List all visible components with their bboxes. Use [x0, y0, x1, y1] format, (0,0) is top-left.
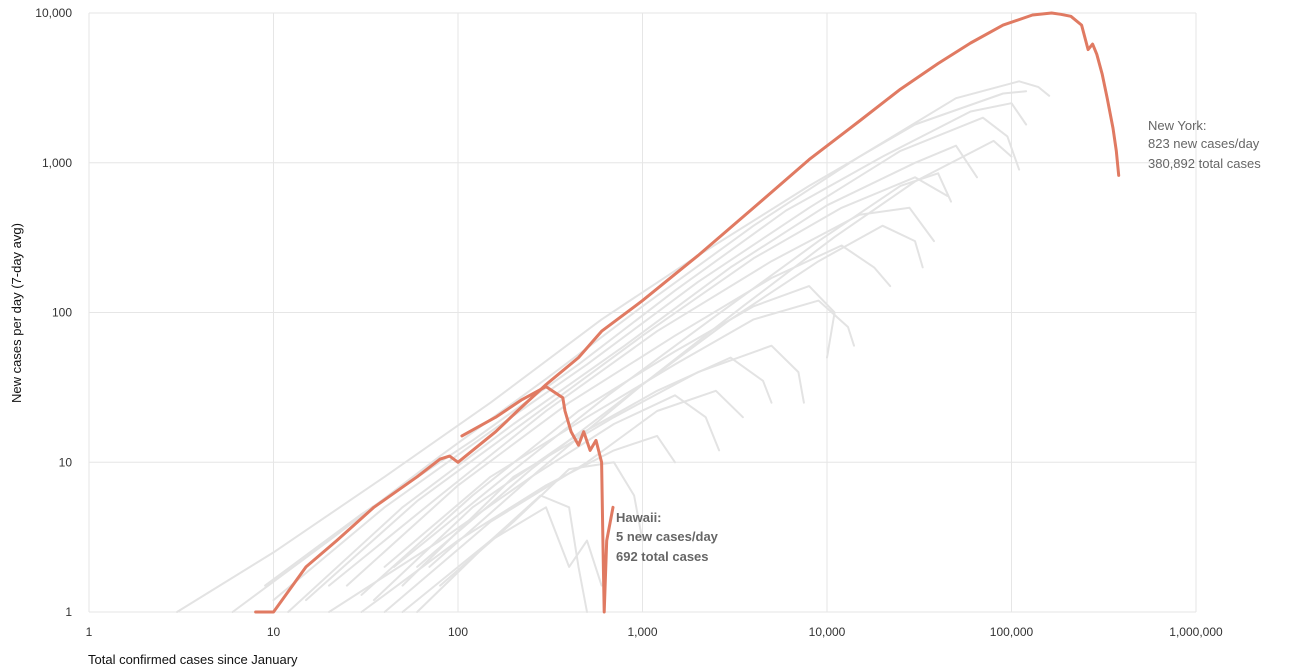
background-series-line-8 — [328, 206, 935, 587]
x-axis-title: Total confirmed cases since January — [88, 652, 298, 667]
background-series-line-11 — [383, 299, 855, 568]
background-series-line-22 — [428, 139, 1013, 568]
y-tick-label: 1 — [65, 605, 72, 619]
background-series-line-6 — [287, 144, 978, 613]
annotation-new-york-title: New York: — [1148, 118, 1207, 133]
x-tick-label: 100,000 — [990, 625, 1034, 639]
background-series-line-14 — [383, 389, 744, 613]
x-tick-label: 1,000 — [627, 625, 657, 639]
background-series-line-20 — [416, 224, 924, 568]
y-axis-title: New cases per day (7-day avg) — [9, 223, 24, 403]
x-tick-label: 1,000,000 — [1169, 625, 1223, 639]
y-tick-label: 1,000 — [42, 156, 72, 170]
y-tick-label: 10,000 — [35, 6, 72, 20]
grid — [88, 12, 1197, 613]
annotation-hawaii-cases-per-day: 5 new cases/day — [616, 529, 719, 544]
background-series-line-21 — [393, 172, 952, 568]
background-series-line-16 — [401, 506, 603, 613]
annotation-new-york: New York: 823 new cases/day 380,892 tota… — [1148, 118, 1261, 171]
background-series-line-10 — [360, 285, 836, 596]
series-line-new-york — [254, 11, 1121, 614]
x-tick-label: 10 — [267, 625, 281, 639]
x-tick-label: 10,000 — [809, 625, 846, 639]
background-series-line-13 — [372, 356, 773, 602]
y-tick-label: 10 — [59, 455, 73, 469]
annotation-hawaii: Hawaii: 5 new cases/day 692 total cases — [616, 510, 719, 564]
axis-ticks: 1 10 100 1,000 10,000 100,000 1,000,000 1 10 100 1… — [35, 6, 1223, 639]
background-series-line-18 — [439, 461, 644, 587]
series-line-hawaii — [460, 385, 615, 614]
background-series-line-2 — [176, 90, 1028, 613]
background-series-line-5 — [272, 116, 1021, 602]
highlight-series — [254, 11, 1121, 614]
annotation-hawaii-title: Hawaii: — [616, 510, 662, 525]
background-series-line-9 — [345, 244, 892, 587]
y-tick-label: 100 — [52, 306, 72, 320]
x-tick-label: 1 — [86, 625, 93, 639]
annotation-new-york-total: 380,892 total cases — [1148, 156, 1261, 171]
background-series — [176, 80, 1051, 613]
annotation-hawaii-total: 692 total cases — [616, 549, 709, 564]
annotation-new-york-cases-per-day: 823 new cases/day — [1148, 136, 1260, 151]
background-series-line-7 — [305, 176, 949, 602]
x-tick-label: 100 — [448, 625, 468, 639]
background-series-line-19 — [328, 394, 721, 613]
background-series-line-3 — [231, 80, 1051, 613]
